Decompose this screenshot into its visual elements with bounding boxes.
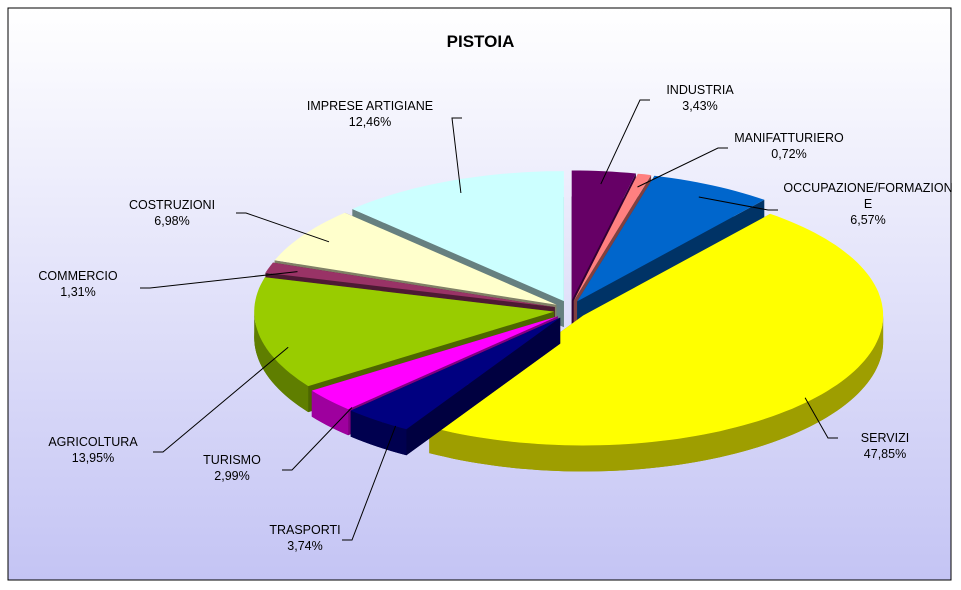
- slice-top: [274, 212, 557, 305]
- category-label: IMPRESE ARTIGIANE: [306, 99, 434, 113]
- leader-line: [153, 346, 289, 453]
- slice-top: [573, 173, 652, 301]
- slice-top: [577, 175, 765, 302]
- value-label: 2,99%: [214, 469, 250, 483]
- leaders: [140, 99, 838, 541]
- value-label: 1,31%: [60, 285, 96, 299]
- slices: [254, 170, 884, 472]
- slice-top: [571, 170, 636, 301]
- leader-line: [236, 212, 330, 243]
- value-label: 0,72%: [771, 147, 807, 161]
- category-label: OCCUPAZIONE/FORMAZIONE: [783, 181, 953, 211]
- slice-wall: [429, 315, 884, 472]
- slice-top: [352, 171, 564, 302]
- slice-label: SERVIZI 47,85%: [835, 430, 935, 462]
- slice-label: TRASPORTI 3,74%: [255, 522, 355, 554]
- category-label: AGRICOLTURA: [48, 435, 138, 449]
- value-label: 6,57%: [850, 213, 886, 227]
- slice-top: [429, 213, 884, 446]
- leader-line: [804, 397, 838, 439]
- slice-wall: [254, 311, 309, 413]
- value-label: 3,74%: [287, 539, 323, 553]
- leader-line: [637, 147, 728, 188]
- value-label: 3,43%: [682, 99, 718, 113]
- value-label: 47,85%: [863, 447, 907, 461]
- category-label: COMMERCIO: [38, 269, 118, 283]
- slice-label: COMMERCIO 1,31%: [18, 268, 138, 300]
- slice-label: MANIFATTURIERO 0,72%: [724, 130, 854, 162]
- leader-line: [451, 117, 462, 194]
- leader-line: [140, 271, 298, 289]
- category-label: TURISMO: [203, 453, 261, 467]
- slice: [429, 213, 884, 472]
- slice-top: [350, 317, 561, 430]
- slice-wall: [350, 410, 407, 456]
- slice-label: OCCUPAZIONE/FORMAZIONE 6,57%: [783, 180, 953, 228]
- value-label: 13,95%: [71, 451, 115, 465]
- value-label: 6,98%: [154, 214, 190, 228]
- slice-label: INDUSTRIA 3,43%: [640, 82, 760, 114]
- slice-top: [254, 277, 555, 387]
- category-label: MANIFATTURIERO: [734, 131, 844, 145]
- category-label: TRASPORTI: [269, 523, 341, 537]
- slice-top: [311, 316, 558, 410]
- category-label: COSTRUZIONI: [128, 198, 216, 212]
- leader-line: [698, 196, 778, 211]
- slice-wall: [311, 390, 349, 436]
- slice: [350, 317, 561, 456]
- slice-label: TURISMO 2,99%: [182, 452, 282, 484]
- slice-top: [265, 262, 555, 308]
- leader-line: [600, 99, 650, 185]
- category-label: SERVIZI: [860, 431, 910, 445]
- value-label: 12,46%: [348, 115, 392, 129]
- category-label: INDUSTRIA: [666, 83, 734, 97]
- chart-title: PISTOIA: [446, 32, 515, 51]
- leader-line: [282, 407, 353, 471]
- slice-label: IMPRESE ARTIGIANE 12,46%: [270, 98, 470, 130]
- slice-label: AGRICOLTURA 13,95%: [33, 434, 153, 466]
- leader-line: [342, 425, 397, 541]
- slice-label: COSTRUZIONI 6,98%: [112, 197, 232, 229]
